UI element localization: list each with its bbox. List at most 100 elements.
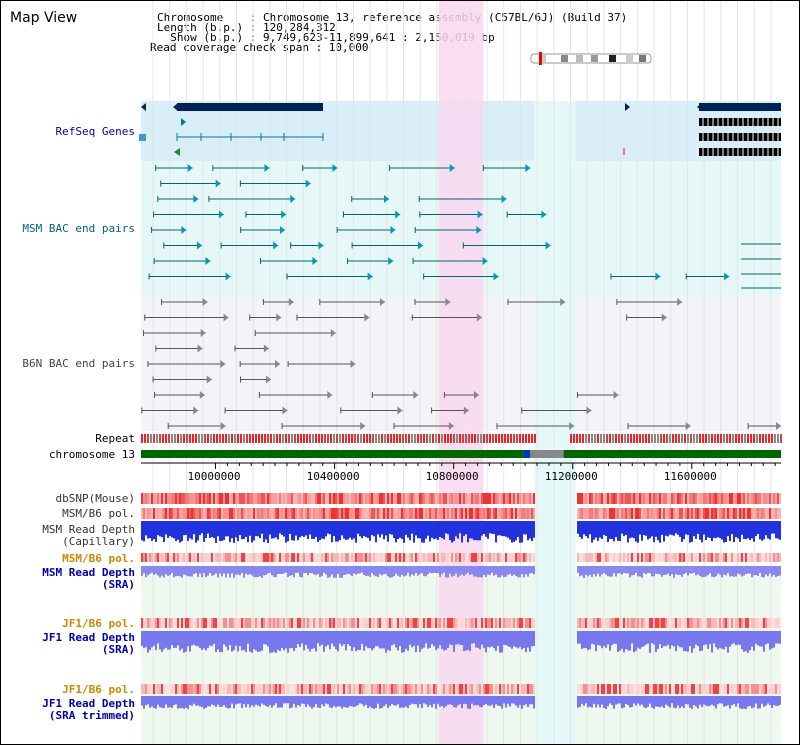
heat-cell: [691, 493, 693, 504]
depth-bar: [521, 631, 523, 650]
depth-bar: [579, 631, 581, 644]
depth-bar: [665, 566, 667, 575]
heat-cell: [183, 684, 185, 694]
b6n-bac-pair-end: [206, 375, 212, 384]
depth-bar: [757, 566, 759, 576]
depth-bar: [713, 521, 715, 538]
heat-cell: [693, 684, 695, 694]
heat-cell: [157, 508, 159, 519]
depth-bar: [617, 521, 619, 541]
heat-cell: [259, 618, 261, 628]
depth-bar: [727, 521, 729, 537]
heat-cell: [515, 553, 517, 562]
heat-cell: [387, 618, 389, 628]
depth-bar: [483, 696, 485, 706]
depth-bar: [459, 696, 461, 705]
depth-bar: [691, 696, 693, 709]
heat-cell: [529, 493, 531, 504]
repeat-feature: [744, 434, 746, 443]
b6n-bac-pair-end: [266, 375, 272, 384]
track-label-msm-bac[interactable]: MSM BAC end pairs: [22, 222, 135, 235]
depth-bar: [323, 696, 325, 707]
depth-bar: [431, 566, 433, 574]
depth-bar: [625, 521, 627, 535]
depth-bar: [141, 566, 143, 577]
msm-bac-pair-end: [449, 164, 455, 172]
depth-bar: [419, 696, 421, 705]
depth-bar: [223, 696, 225, 706]
depth-bar: [677, 521, 679, 535]
heat-cell: [389, 618, 391, 628]
heat-cell: [673, 618, 675, 628]
heat-cell: [747, 508, 749, 519]
heat-cell: [147, 553, 149, 562]
depth-bar: [635, 631, 637, 651]
depth-bar: [427, 521, 429, 536]
depth-bar: [151, 696, 153, 707]
heat-cell: [723, 508, 725, 519]
depth-bar: [769, 521, 771, 540]
depth-bar: [227, 521, 229, 537]
heat-cell: [395, 618, 397, 628]
depth-bar: [533, 631, 535, 646]
heat-cell: [727, 553, 729, 562]
heat-cell: [325, 553, 327, 562]
heat-cell: [741, 618, 743, 628]
heat-cell: [641, 684, 643, 694]
depth-bar: [473, 696, 475, 706]
track-label-jf1-b6-pol-2[interactable]: JF1/B6 pol.: [62, 683, 135, 696]
repeat-feature: [585, 434, 587, 443]
track-label-msm-b6-pol-2[interactable]: MSM/B6 pol.: [62, 552, 135, 565]
track-label-b6n-bac[interactable]: B6N BAC end pairs: [22, 357, 135, 370]
heat-cell: [247, 508, 249, 519]
track-label-jf1-b6-pol-1[interactable]: JF1/B6 pol.: [62, 617, 135, 630]
depth-bar: [701, 696, 703, 708]
heat-cell: [265, 618, 267, 628]
gene-feature: [139, 134, 146, 141]
heat-cell: [293, 684, 295, 694]
heat-cell: [195, 493, 197, 504]
heat-cell: [719, 553, 721, 562]
heat-cell: [313, 508, 315, 519]
depth-bar: [513, 631, 515, 647]
depth-bar: [733, 566, 735, 577]
heat-cell: [149, 684, 151, 694]
heat-cell: [243, 618, 245, 628]
depth-bar: [601, 631, 603, 649]
track-label-msm-depth-sra[interactable]: MSM Read Depth (SRA): [42, 566, 135, 591]
heat-cell: [687, 684, 689, 694]
track-label-jf1-depth-sra[interactable]: JF1 Read Depth (SRA): [42, 631, 135, 656]
heat-cell: [231, 508, 233, 519]
depth-bar: [649, 566, 651, 574]
track-label-msm-b6-pol-1[interactable]: MSM/B6 pol.: [62, 507, 135, 520]
heat-cell: [491, 553, 493, 562]
track-label-msm-depth-capillary[interactable]: MSM Read Depth (Capillary): [42, 523, 135, 548]
depth-bar: [777, 631, 779, 644]
heat-cell: [403, 493, 405, 504]
heat-cell: [439, 493, 441, 504]
depth-bar: [637, 521, 639, 543]
heat-cell: [483, 618, 485, 628]
heat-cell: [425, 684, 427, 694]
heat-cell: [779, 508, 781, 519]
heat-cell: [433, 508, 435, 519]
depth-bar: [527, 631, 529, 648]
depth-bar: [233, 696, 235, 709]
heat-cell: [285, 493, 287, 504]
track-label-dbsnp[interactable]: dbSNP(Mouse): [55, 492, 135, 505]
repeat-feature: [492, 434, 494, 443]
heat-cell: [515, 618, 517, 628]
depth-bar: [361, 521, 363, 539]
track-label-jf1-depth-trimmed[interactable]: JF1 Read Depth (SRA trimmed): [42, 697, 135, 722]
heat-cell: [777, 618, 779, 628]
depth-bar: [699, 566, 701, 576]
depth-bar: [359, 696, 361, 704]
heat-cell: [739, 493, 741, 504]
heat-cell: [451, 508, 453, 519]
depth-bar: [585, 696, 587, 704]
depth-bar: [765, 566, 767, 575]
track-label-refseq[interactable]: RefSeq Genes: [55, 125, 135, 138]
repeat-feature: [579, 434, 581, 443]
depth-bar: [701, 521, 703, 543]
